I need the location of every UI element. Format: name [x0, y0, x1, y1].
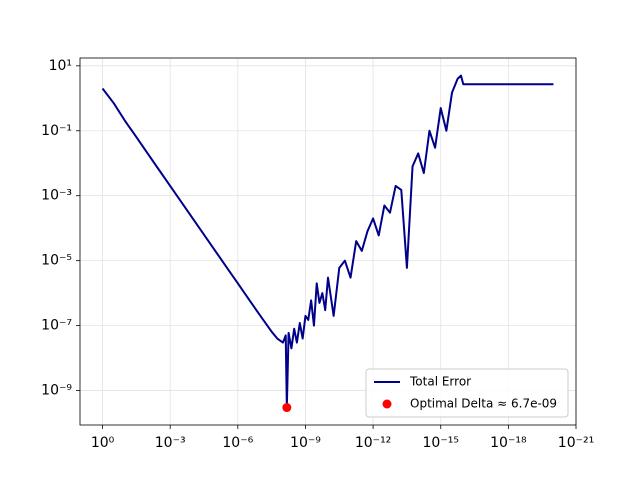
x-tick-label: 10⁻¹² [355, 435, 391, 451]
y-tick-label: 10¹ [49, 58, 72, 74]
scatter-point [282, 403, 292, 413]
y-tick-label: 10⁻⁹ [41, 383, 72, 399]
legend-box [365, 368, 569, 418]
x-tick-label: 10⁻³ [155, 435, 186, 451]
plot-frame [79, 57, 577, 426]
x-tick-label: 10⁻²¹ [558, 435, 594, 451]
y-tick-label: 10⁻³ [41, 188, 72, 204]
legend-label: Optimal Delta ≈ 6.7e-09 [410, 397, 557, 411]
y-tick-label: 10⁻⁷ [41, 318, 72, 334]
legend-label: Total Error [409, 375, 471, 389]
x-tick-label: 10⁻⁶ [222, 435, 253, 451]
legend: Total Error Optimal Delta ≈ 6.7e-09 [365, 368, 569, 418]
x-tick-label: 10⁻¹⁵ [423, 435, 459, 451]
line-series [101, 74, 554, 409]
y-tick-label: 10⁻⁵ [41, 253, 72, 269]
x-tick-label: 10⁻¹⁸ [490, 435, 527, 451]
y-tick-label: 10⁻¹ [41, 123, 72, 139]
x-tick-label: 10⁰ [91, 435, 115, 451]
legend-swatch [382, 399, 392, 409]
x-tick-label: 10⁻⁹ [290, 435, 321, 451]
